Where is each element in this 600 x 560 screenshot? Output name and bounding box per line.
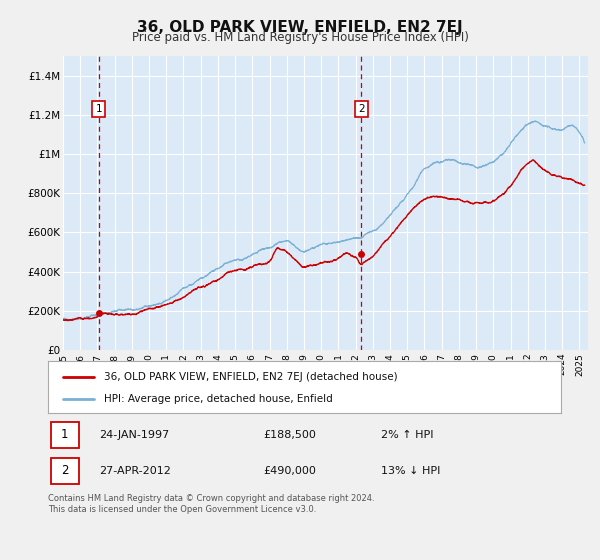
Text: 24-JAN-1997: 24-JAN-1997: [100, 430, 170, 440]
Text: This data is licensed under the Open Government Licence v3.0.: This data is licensed under the Open Gov…: [48, 505, 316, 514]
Text: £188,500: £188,500: [263, 430, 316, 440]
Text: 13% ↓ HPI: 13% ↓ HPI: [382, 466, 441, 476]
Text: 36, OLD PARK VIEW, ENFIELD, EN2 7EJ: 36, OLD PARK VIEW, ENFIELD, EN2 7EJ: [137, 20, 463, 35]
Text: Contains HM Land Registry data © Crown copyright and database right 2024.: Contains HM Land Registry data © Crown c…: [48, 494, 374, 503]
Text: 27-APR-2012: 27-APR-2012: [100, 466, 171, 476]
Text: 1: 1: [61, 428, 68, 441]
Text: 2: 2: [61, 464, 68, 478]
Text: Price paid vs. HM Land Registry's House Price Index (HPI): Price paid vs. HM Land Registry's House …: [131, 31, 469, 44]
Text: £490,000: £490,000: [263, 466, 316, 476]
Text: 2: 2: [358, 104, 365, 114]
FancyBboxPatch shape: [50, 422, 79, 447]
Text: 36, OLD PARK VIEW, ENFIELD, EN2 7EJ (detached house): 36, OLD PARK VIEW, ENFIELD, EN2 7EJ (det…: [104, 372, 398, 382]
Text: 1: 1: [95, 104, 102, 114]
FancyBboxPatch shape: [50, 458, 79, 484]
Text: 2% ↑ HPI: 2% ↑ HPI: [382, 430, 434, 440]
Text: HPI: Average price, detached house, Enfield: HPI: Average price, detached house, Enfi…: [104, 394, 333, 404]
